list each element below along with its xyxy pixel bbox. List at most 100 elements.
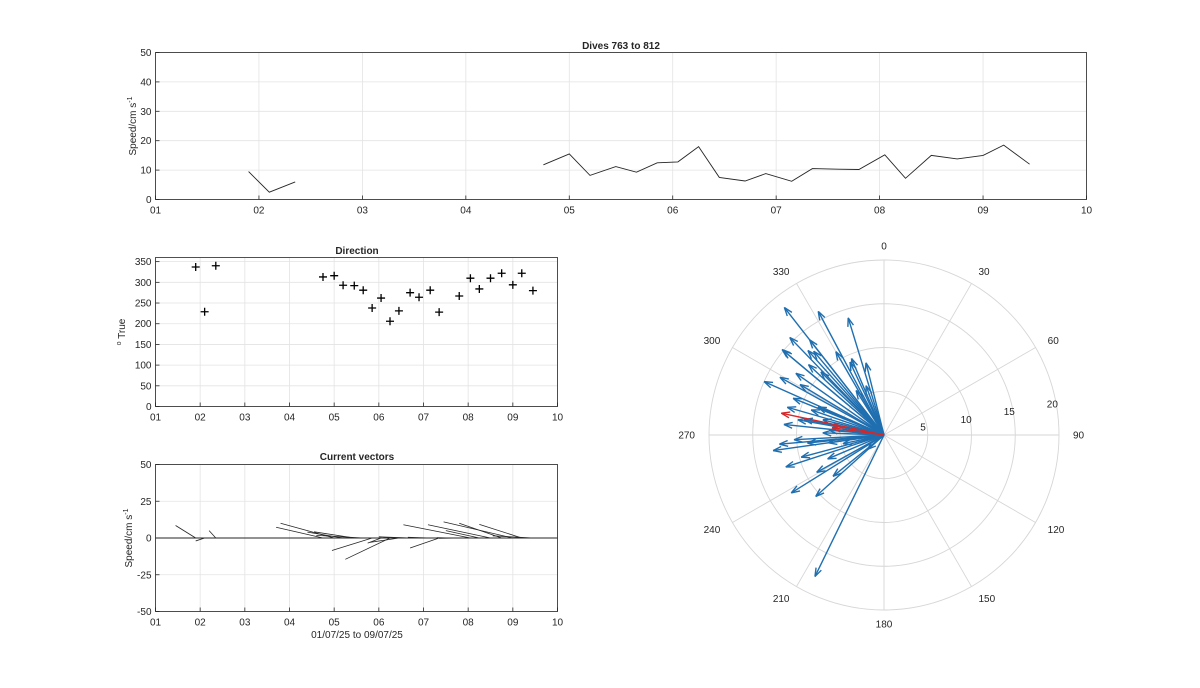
polar-vector-head bbox=[842, 443, 852, 446]
direction-point bbox=[200, 307, 209, 316]
speed-xtick-label: 08 bbox=[874, 206, 886, 217]
direction-xtick-label: 04 bbox=[284, 413, 296, 424]
direction-point bbox=[359, 286, 368, 295]
direction-markers bbox=[191, 261, 537, 326]
polar-rtick-label: 5 bbox=[920, 422, 926, 433]
polar-vector-head bbox=[782, 350, 789, 359]
speed-ytick-label: 50 bbox=[140, 48, 152, 59]
direction-grid bbox=[155, 257, 558, 407]
direction-ylabel-sup: o bbox=[116, 341, 123, 345]
polar-vector-head bbox=[835, 351, 839, 361]
polar-spoke bbox=[883, 283, 972, 436]
polar-vector-head bbox=[842, 438, 851, 445]
polar-vector bbox=[849, 361, 885, 436]
direction-ytick-label: 250 bbox=[135, 299, 152, 310]
polar-spoke bbox=[883, 347, 1036, 436]
vectors-ylabel: Speed/cm s-1 bbox=[123, 508, 135, 567]
polar-vector-head bbox=[795, 372, 802, 381]
vectors-xtick-label: 09 bbox=[507, 618, 519, 629]
vector-stick bbox=[345, 537, 391, 560]
direction-xtick-label: 06 bbox=[373, 413, 385, 424]
speed-xtick-label: 02 bbox=[253, 206, 265, 217]
polar-vector bbox=[820, 371, 885, 436]
polar-vector-head bbox=[772, 445, 782, 452]
direction-point bbox=[435, 308, 444, 317]
vectors-xlabel: 01/07/25 to 09/07/25 bbox=[311, 630, 403, 641]
polar-angle-label: 270 bbox=[678, 431, 695, 442]
polar-vector-head bbox=[827, 452, 835, 460]
speed-series-line bbox=[248, 171, 296, 193]
polar-vector-head bbox=[814, 569, 822, 578]
polar-angle-label: 0 bbox=[881, 242, 887, 253]
polar-vector bbox=[800, 434, 885, 458]
polar-vector-highlight bbox=[781, 412, 885, 436]
direction-point bbox=[517, 269, 526, 278]
vector-stick bbox=[409, 537, 440, 549]
polar-vector-head bbox=[795, 372, 805, 377]
vectors-xtick-label: 01 bbox=[150, 618, 162, 629]
polar-vector-head bbox=[783, 306, 793, 313]
polar-vector bbox=[795, 372, 885, 436]
direction-xtick-label: 02 bbox=[195, 413, 207, 424]
direction-xtick-label: 01 bbox=[150, 413, 162, 424]
vectors-xtick-label: 02 bbox=[195, 618, 207, 629]
vector-stick bbox=[403, 524, 471, 539]
direction-ytick-label: 300 bbox=[135, 278, 152, 289]
speed-xtick-label: 03 bbox=[357, 206, 369, 217]
speed-ytick-label: 0 bbox=[146, 195, 152, 206]
vectors-ytick-label: -50 bbox=[137, 607, 152, 618]
polar-vector-head bbox=[783, 349, 793, 355]
polar-angle-label: 330 bbox=[773, 267, 790, 278]
speed-ytick-label: 20 bbox=[140, 136, 152, 147]
polar-spoke bbox=[883, 434, 1036, 523]
speed-axes-box bbox=[155, 52, 1087, 200]
speed-xtick-label: 06 bbox=[667, 206, 679, 217]
polar-vector-head bbox=[783, 423, 793, 429]
direction-point bbox=[466, 274, 475, 283]
speed-xtick-label: 10 bbox=[1081, 206, 1093, 217]
vectors-xtick-label: 08 bbox=[463, 618, 475, 629]
polar-vector-head bbox=[791, 490, 801, 494]
direction-point bbox=[350, 281, 359, 290]
direction-xtick-label: 05 bbox=[329, 413, 341, 424]
direction-point bbox=[486, 274, 495, 283]
polar-vector-head bbox=[813, 350, 822, 357]
direction-point bbox=[394, 306, 403, 315]
polar-vector-head bbox=[799, 384, 807, 392]
polar-angle-label: 30 bbox=[979, 267, 991, 278]
direction-title: Direction bbox=[335, 246, 378, 257]
vectors-xtick-label: 06 bbox=[373, 618, 385, 629]
speed-ytick-label: 30 bbox=[140, 107, 152, 118]
polar-vector-head bbox=[817, 311, 821, 321]
speed-line bbox=[248, 144, 1030, 193]
direction-point bbox=[211, 261, 220, 270]
polar-vector-head bbox=[779, 443, 789, 447]
direction-point bbox=[319, 272, 327, 281]
direction-ytick-label: 350 bbox=[135, 257, 152, 268]
polar-vector bbox=[813, 350, 885, 436]
polar-vector-head bbox=[807, 442, 817, 446]
polar-vector-head bbox=[822, 429, 832, 434]
speed-series-line bbox=[543, 144, 1030, 182]
polar-vectors bbox=[763, 306, 885, 578]
vector-stick bbox=[276, 526, 324, 539]
polar-vector bbox=[847, 317, 885, 436]
direction-point bbox=[415, 293, 424, 302]
polar-vector-head bbox=[815, 488, 821, 497]
direction-xtick-label: 09 bbox=[507, 413, 519, 424]
polar-angle-label: 210 bbox=[773, 594, 790, 605]
polar-vector bbox=[842, 434, 885, 445]
polar-panel: 5 10 15 20 0 30 60 90 120 150 180 210 240 270 300 330 bbox=[678, 242, 1084, 631]
polar-vector-head bbox=[779, 376, 787, 385]
polar-vector bbox=[783, 350, 885, 436]
polar-vector-head bbox=[820, 371, 830, 377]
polar-vector-head bbox=[789, 337, 795, 346]
vectors-xtick-label: 07 bbox=[418, 618, 430, 629]
vector-stick bbox=[369, 537, 399, 543]
polar-vector-head bbox=[763, 381, 772, 389]
direction-ytick-label: 100 bbox=[135, 361, 152, 372]
polar-vector bbox=[810, 409, 885, 436]
polar-vector-head bbox=[783, 307, 788, 317]
polar-vector-highlight-head bbox=[780, 412, 790, 419]
vector-stick bbox=[307, 531, 344, 539]
